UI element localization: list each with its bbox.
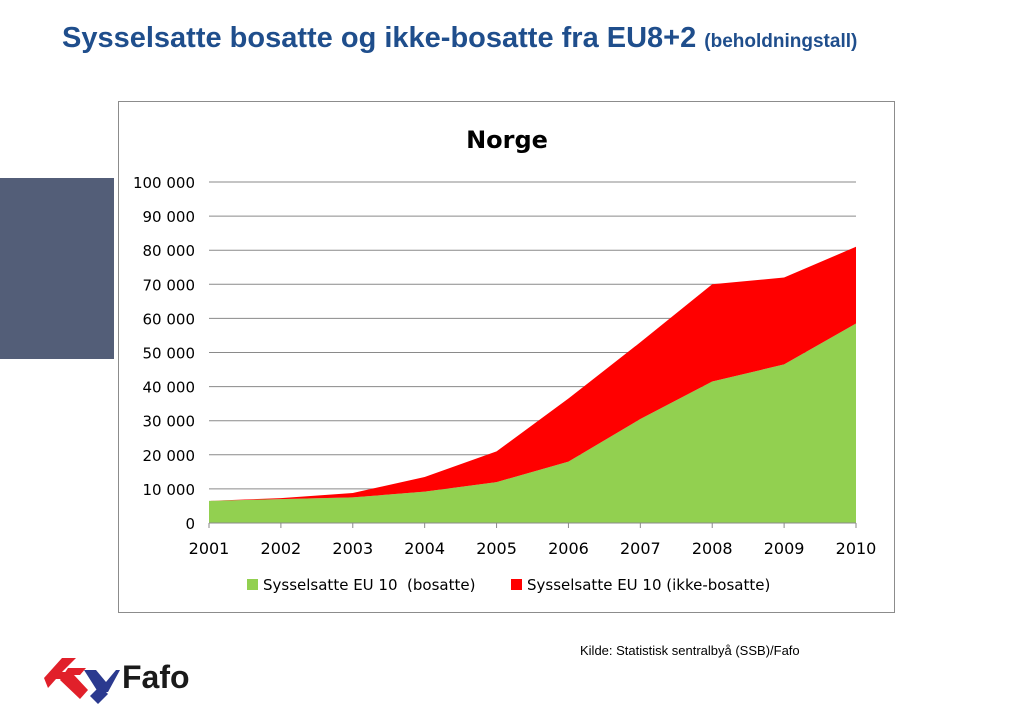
chart-legend: Sysselsatte EU 10 (bosatte) Sysselsatte E… [247,576,770,594]
x-tick-label: 2001 [189,539,230,558]
x-tick-label: 2004 [404,539,445,558]
x-tick-label: 2010 [836,539,877,558]
fafo-logo-text: Fafo [122,659,190,695]
y-tick-label: 100 000 [133,174,195,192]
title-main: Sysselsatte bosatte og ikke-bosatte fra … [62,22,697,54]
x-tick-label: 2006 [548,539,589,558]
x-tick-label: 2007 [620,539,661,558]
legend-label: Sysselsatte EU 10 (bosatte) [263,576,475,594]
page-title: Sysselsatte bosatte og ikke-bosatte fra … [62,22,857,55]
title-subtitle: (beholdningstall) [704,31,858,52]
x-tick-label: 2009 [764,539,805,558]
y-tick-label: 20 000 [143,447,196,465]
x-tick-label: 2002 [261,539,302,558]
chart-title: Norge [466,126,548,154]
chart-axes: 0 10 000 20 000 30 000 40 000 50 000 60 000 70 … [133,174,876,558]
side-decoration-block [0,178,114,359]
grid-lines [209,181,856,490]
y-tick-label: 10 000 [143,481,196,499]
y-tick-label: 80 000 [143,242,196,260]
y-tick-label: 70 000 [143,276,196,294]
series-area [209,246,856,501]
area-chart: Norge 0 10 000 20 000 30 000 40 000 50 000 60 … [133,126,876,594]
y-tick-label: 50 000 [143,345,196,363]
x-tick-label: 2005 [476,539,517,558]
fafo-logo-icon [44,658,120,704]
x-tick-label: 2003 [332,539,373,558]
series-area [209,323,856,523]
legend-swatch [247,579,258,590]
x-tick-label: 2008 [692,539,733,558]
y-tick-label: 40 000 [143,379,196,397]
y-tick-label: 60 000 [143,310,196,328]
legend-swatch [511,579,522,590]
chart-frame: Norge 0 10 000 20 000 30 000 40 000 50 000 60 … [118,101,895,613]
y-tick-label: 0 [185,515,195,533]
y-tick-label: 90 000 [143,208,196,226]
legend-label: Sysselsatte EU 10 (ikke-bosatte) [527,576,770,594]
y-tick-label: 30 000 [143,413,196,431]
source-caption: Kilde: Statistisk sentralbyå (SSB)/Fafo [580,643,800,658]
chart-areas [209,246,856,523]
